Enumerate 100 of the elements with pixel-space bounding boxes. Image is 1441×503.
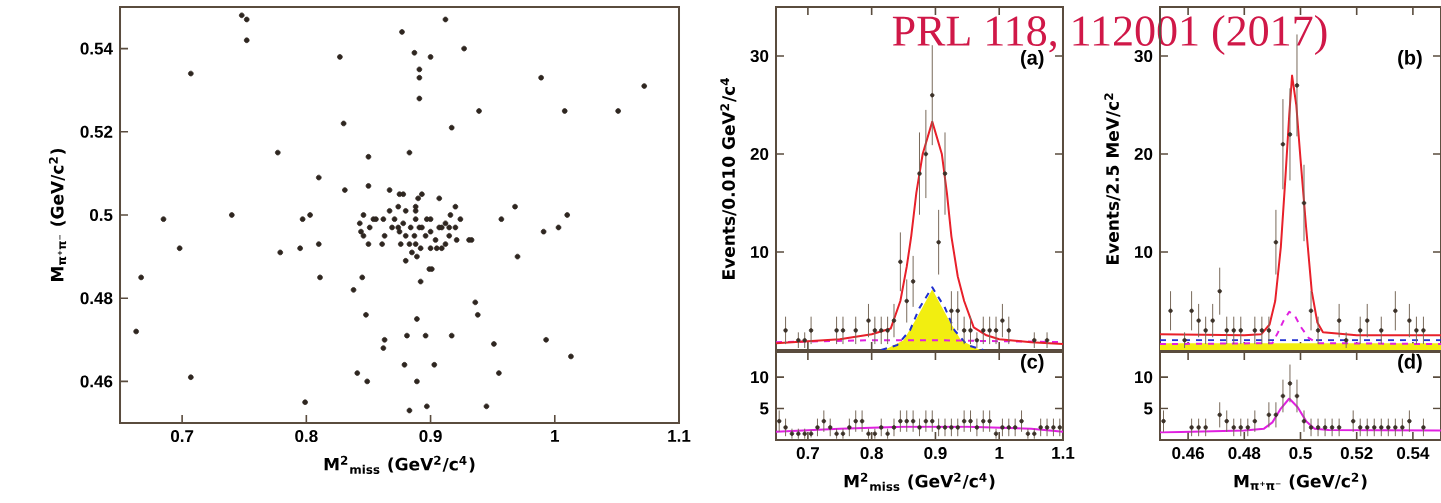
y-axis-title: M$_{π⁺π⁻}$ (GeV/c$^{2}$) bbox=[48, 148, 67, 281]
x-tick-label: 0.9 bbox=[924, 447, 947, 460]
point bbox=[1231, 425, 1236, 430]
point bbox=[796, 337, 801, 343]
point bbox=[1379, 328, 1384, 333]
point bbox=[923, 151, 929, 157]
point bbox=[1358, 328, 1363, 333]
point bbox=[1210, 318, 1215, 323]
point bbox=[866, 318, 871, 323]
point bbox=[910, 279, 916, 284]
y-tick-label: 0.54 bbox=[80, 42, 113, 55]
point bbox=[987, 328, 992, 333]
point bbox=[1414, 328, 1419, 333]
point bbox=[917, 171, 922, 176]
point bbox=[974, 425, 980, 430]
x-tick-label: 0.5 bbox=[1289, 447, 1312, 460]
y-tick-label: 20 bbox=[750, 147, 769, 160]
point bbox=[955, 308, 960, 313]
x-tick-label: 0.48 bbox=[1228, 447, 1261, 460]
point bbox=[1051, 425, 1056, 430]
x-tick-label: 1.1 bbox=[668, 430, 691, 442]
point bbox=[942, 171, 948, 176]
y-tick-label: 10 bbox=[1135, 245, 1153, 258]
point bbox=[1365, 425, 1370, 430]
point bbox=[1006, 425, 1011, 430]
point bbox=[898, 259, 903, 264]
text: (b) bbox=[1398, 50, 1422, 69]
point bbox=[1217, 288, 1222, 294]
point bbox=[808, 328, 814, 333]
x-tick-label: 1 bbox=[551, 430, 560, 442]
point bbox=[917, 425, 922, 430]
point bbox=[987, 418, 992, 424]
point bbox=[1407, 418, 1412, 424]
point bbox=[1393, 308, 1398, 313]
point bbox=[1393, 425, 1398, 430]
point bbox=[1301, 200, 1307, 206]
line-series bbox=[776, 120, 1063, 346]
point bbox=[1421, 425, 1426, 430]
point bbox=[910, 418, 916, 424]
x-tick-label: 0.7 bbox=[170, 430, 194, 443]
point bbox=[1252, 418, 1258, 424]
point bbox=[1224, 328, 1229, 333]
y-tick-label: 10 bbox=[751, 371, 769, 384]
point bbox=[993, 328, 999, 333]
point bbox=[1329, 425, 1335, 430]
point bbox=[1238, 328, 1243, 333]
point bbox=[1308, 425, 1314, 430]
point bbox=[1280, 141, 1286, 147]
point bbox=[1315, 425, 1321, 430]
point bbox=[1006, 328, 1011, 333]
x-axis-title: M$^{2}$$_{miss}$ (GeV$^{2}$/c$^{4}$) bbox=[324, 455, 475, 474]
point bbox=[1203, 328, 1208, 333]
point bbox=[1301, 418, 1307, 424]
point bbox=[1044, 337, 1050, 343]
point bbox=[1161, 418, 1166, 424]
x-tick-label: 1.1 bbox=[1052, 447, 1075, 459]
y-tick-label: 0.5 bbox=[89, 208, 113, 221]
point bbox=[783, 328, 788, 333]
point bbox=[1196, 425, 1201, 430]
x-tick-label: 0.46 bbox=[1172, 447, 1205, 460]
point bbox=[1358, 425, 1363, 430]
x-axis-title: M$^{2}$$_{miss}$ (GeV$^{2}$/c$^{4}$) bbox=[844, 472, 995, 491]
chart-title: (d) bbox=[1398, 354, 1422, 373]
y-tick-label: 20 bbox=[1134, 147, 1153, 160]
x-tick-label: 1 bbox=[995, 447, 1004, 459]
point bbox=[1336, 318, 1342, 323]
point bbox=[1019, 418, 1024, 424]
point bbox=[949, 425, 954, 430]
point bbox=[1057, 425, 1062, 430]
point bbox=[1168, 308, 1173, 313]
point bbox=[1287, 132, 1293, 137]
line-series bbox=[1160, 397, 1441, 434]
point bbox=[1287, 381, 1293, 386]
point bbox=[936, 425, 941, 430]
point bbox=[936, 239, 941, 245]
point bbox=[783, 425, 788, 430]
point bbox=[1252, 328, 1258, 333]
point bbox=[802, 337, 807, 343]
point bbox=[1273, 412, 1279, 418]
point bbox=[904, 298, 909, 304]
x-tick-label: 0.54 bbox=[1397, 447, 1430, 460]
point bbox=[968, 418, 973, 424]
x-axis-title: M$_{π⁺π⁻}$ (GeV/c$^{2}$) bbox=[1234, 472, 1367, 491]
point bbox=[961, 328, 967, 333]
point bbox=[1280, 393, 1286, 399]
y-tick-label: 0.52 bbox=[80, 125, 113, 138]
point bbox=[853, 328, 858, 333]
x-tick-label: 0.8 bbox=[295, 430, 318, 443]
point bbox=[859, 418, 865, 424]
point bbox=[1238, 425, 1243, 430]
point bbox=[1245, 425, 1251, 430]
point bbox=[1421, 328, 1426, 333]
point bbox=[1044, 425, 1050, 430]
y-axis-title: Events/2.5 MeV/c$^{2}$ bbox=[1104, 93, 1121, 264]
point bbox=[879, 425, 884, 430]
point bbox=[1294, 393, 1300, 399]
point bbox=[815, 425, 820, 430]
point bbox=[942, 425, 948, 430]
point bbox=[949, 308, 954, 313]
point bbox=[1365, 318, 1370, 323]
